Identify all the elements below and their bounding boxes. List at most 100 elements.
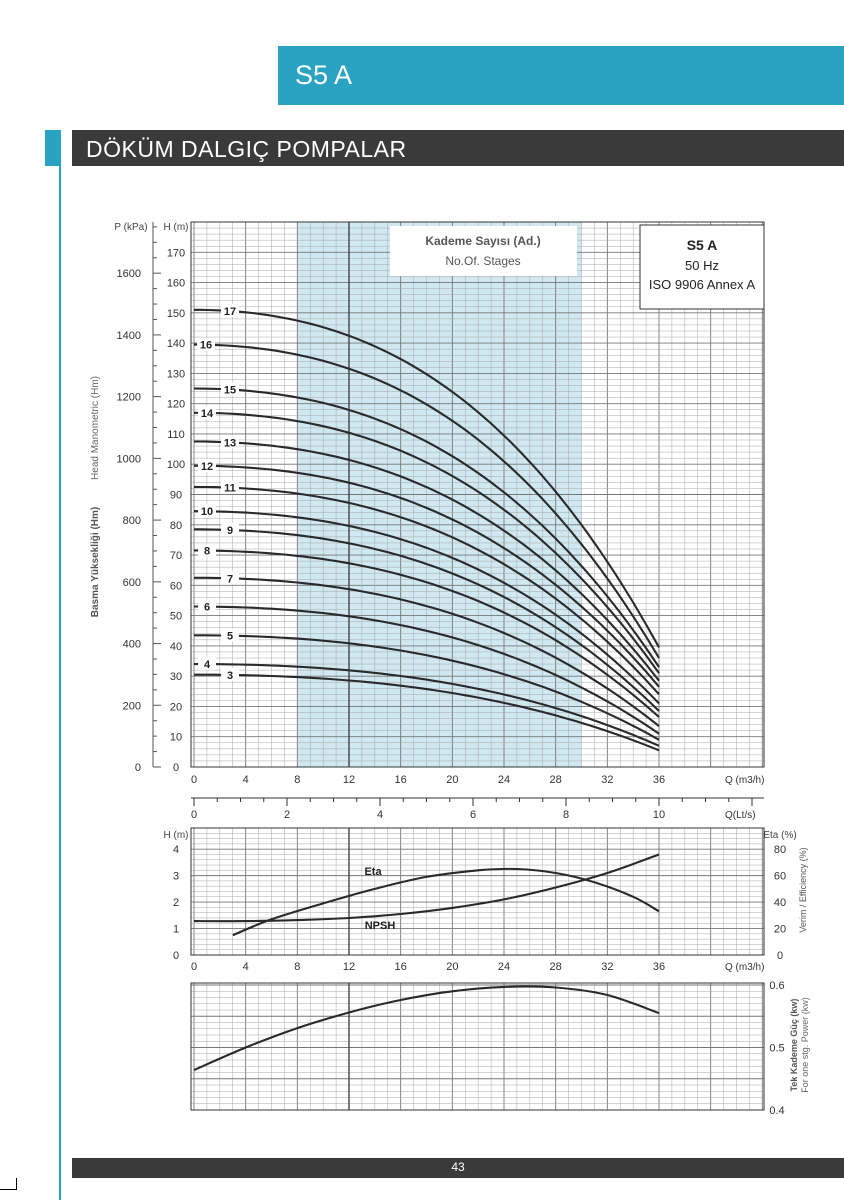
npsh-tick-label: 4 <box>173 844 179 856</box>
kpa-tick-label: 400 <box>123 639 141 651</box>
stage-curve-17 <box>194 308 660 648</box>
banner-title: S5 A <box>295 60 353 90</box>
q-tick-label: 36 <box>653 774 665 786</box>
kpa-tick-label: 1000 <box>117 453 141 465</box>
stage-curve-15 <box>193 387 660 668</box>
head-tick-label: 100 <box>167 459 185 471</box>
q-tick-label: 24 <box>498 961 510 973</box>
stage-label-4: 4 <box>204 659 211 671</box>
q-tick-label: 20 <box>446 774 458 786</box>
stage-label-bg <box>221 522 239 536</box>
lts-tick-label: 6 <box>470 809 476 821</box>
eta-plot-frame <box>190 827 765 956</box>
head-tick-label: 130 <box>167 368 185 380</box>
model-info-box: S5 A 50 Hz ISO 9906 Annex A <box>639 224 765 310</box>
page-footer: 43 <box>72 1158 844 1178</box>
stage-label-bg <box>197 337 215 351</box>
q-axis-label-top: Q (m3/h) <box>725 775 764 786</box>
stage-label-bg <box>198 504 216 518</box>
crop-mark <box>0 1189 16 1190</box>
stage-label-8: 8 <box>204 546 210 558</box>
stage-label-bg <box>221 304 239 318</box>
eta-tick-label: 60 <box>774 871 786 883</box>
head-tick-label: 90 <box>170 490 182 502</box>
stage-curve-14 <box>194 411 660 674</box>
kpa-tick-label: 1600 <box>117 268 141 280</box>
stage-label-14: 14 <box>201 408 214 420</box>
npsh-tick-label: 2 <box>173 897 179 909</box>
stage-label-bg <box>198 543 216 557</box>
head-tick-label: 30 <box>170 671 182 683</box>
q-tick-label: 0 <box>191 774 197 786</box>
stage-label-bg <box>221 571 239 585</box>
npsh-tick-label: 0 <box>173 950 179 962</box>
stage-label-16: 16 <box>200 340 212 352</box>
npsh-curve-label: NPSH <box>365 920 396 932</box>
npsh-head-axis-label: H (m) <box>164 830 189 841</box>
eta-curve <box>232 867 660 937</box>
stage-label-bg <box>221 628 239 642</box>
efficiency-axis-label: Verim / Efficiency (%) <box>798 847 808 932</box>
kpa-tick-label: 200 <box>123 700 141 712</box>
stage-curve-12 <box>193 464 660 688</box>
kpa-tick-label: 1400 <box>117 330 141 342</box>
stage-label-9: 9 <box>227 525 233 537</box>
q-tick-label: 12 <box>343 774 355 786</box>
head-axis-label: H (m) <box>164 222 189 233</box>
head-tick-label: 0 <box>173 762 179 774</box>
eta-curve-label: Eta <box>364 866 382 878</box>
q-tick-label: 4 <box>243 774 249 786</box>
q-tick-label: 8 <box>294 961 300 973</box>
axis-titles: P (kPa) H (m) Head Manometric (Hm) Basma… <box>90 222 810 1093</box>
stage-curve-16 <box>193 343 660 659</box>
basma-yuksekligi-label: Basma Yüksekliği (Hm) <box>90 507 101 617</box>
kpa-tick-label: 800 <box>123 515 141 527</box>
stage-curve-8 <box>194 549 660 718</box>
section-header: DÖKÜM DALGIÇ POMPALAR <box>72 130 844 166</box>
kpa-tick-label: 600 <box>123 577 141 589</box>
stage-curve-11 <box>193 485 660 696</box>
stage-label-bg <box>198 657 216 671</box>
lts-axis-label: Q(Lt/s) <box>725 810 756 821</box>
stage-label-bg <box>198 599 216 613</box>
stage-label-bg <box>221 480 239 494</box>
power-axis-label-en: For one stg. Power (kw) <box>800 997 810 1093</box>
q-tick-label: 8 <box>294 774 300 786</box>
info-standard: ISO 9906 Annex A <box>649 277 756 292</box>
stage-label-11: 11 <box>224 483 236 495</box>
stage-label-bg <box>221 382 239 396</box>
eta-tick-label: 0 <box>777 950 783 962</box>
stage-box-title: Kademe Sayısı (Ad.) <box>425 234 540 248</box>
power-axis-label: Tek Kademe Güç (kw) <box>789 999 799 1092</box>
stage-label-17: 17 <box>224 306 236 318</box>
head-tick-label: 110 <box>167 429 185 441</box>
power-tick-label: 0.6 <box>769 980 784 992</box>
q-tick-label: 20 <box>446 961 458 973</box>
q-tick-label: 16 <box>395 961 407 973</box>
crop-mark <box>16 1178 17 1190</box>
stage-curve-6 <box>194 605 660 735</box>
head-manometric-label: Head Manometric (Hm) <box>90 376 101 480</box>
power-plot-frame <box>190 982 765 1111</box>
head-tick-label: 10 <box>170 732 182 744</box>
stage-label-12: 12 <box>201 461 213 473</box>
section-accent-block <box>45 130 61 166</box>
kpa-tick-label: 1200 <box>117 392 141 404</box>
power-plot-area <box>191 983 764 1110</box>
q-tick-label: 0 <box>191 961 197 973</box>
info-model: S5 A <box>687 237 718 253</box>
q-tick-label: 28 <box>550 774 562 786</box>
stage-box-subtitle: No.Of. Stages <box>445 254 520 268</box>
lts-tick-label: 4 <box>377 809 383 821</box>
section-title: DÖKÜM DALGIÇ POMPALAR <box>86 136 407 162</box>
eta-tick-label: 80 <box>774 844 786 856</box>
head-tick-label: 60 <box>170 580 182 592</box>
head-tick-label: 140 <box>167 338 185 350</box>
stage-curve-13 <box>194 440 660 682</box>
npsh-tick-label: 3 <box>173 871 179 883</box>
stage-count-box: Kademe Sayısı (Ad.) No.Of. Stages <box>390 226 577 276</box>
stage-curve-5 <box>194 634 660 741</box>
stage-curve-3 <box>194 673 660 752</box>
power-curve <box>193 985 660 1071</box>
npsh-curve <box>193 853 660 923</box>
